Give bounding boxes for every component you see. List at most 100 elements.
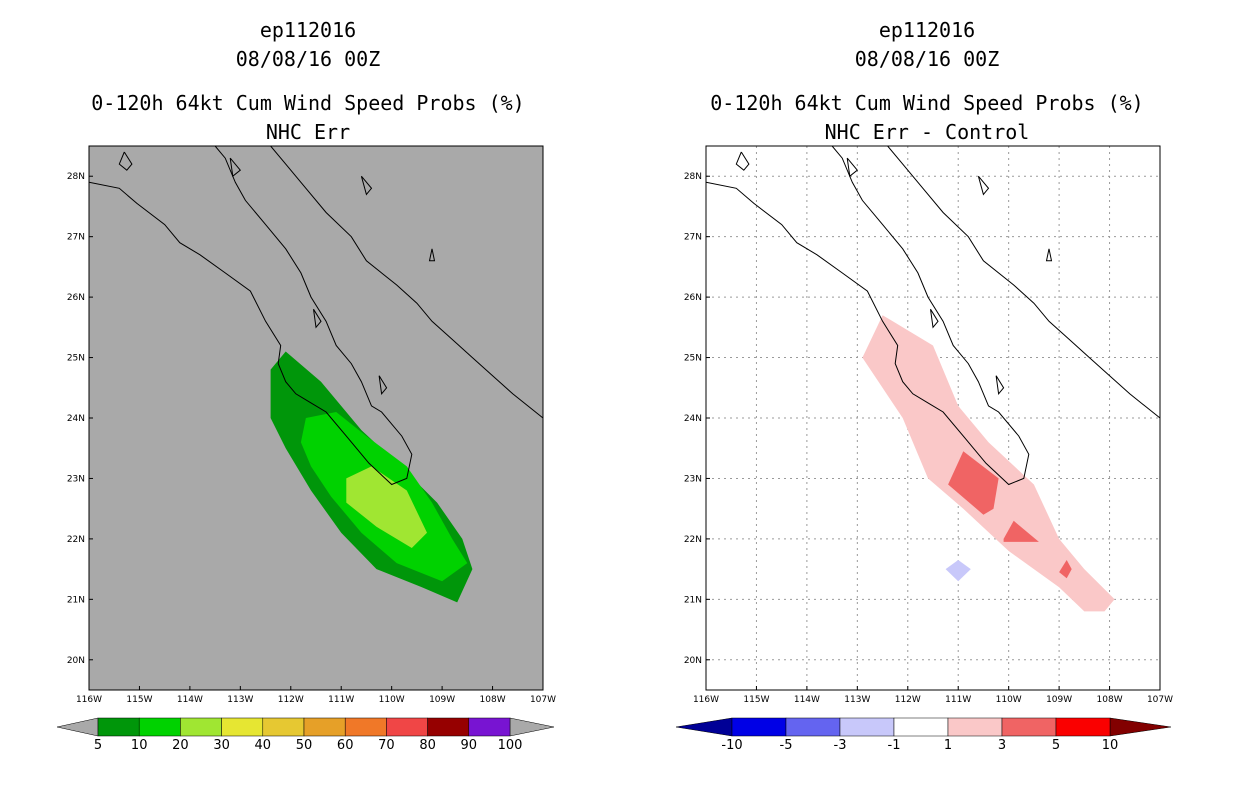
region-3-5-c- xyxy=(1059,560,1072,579)
colorbar-label: 5 xyxy=(1052,738,1060,753)
coastline-mainland xyxy=(270,146,543,419)
datetime-title: 08/08/16 00Z xyxy=(236,47,381,71)
y-tick-label: 21N xyxy=(684,595,702,605)
storm-id-title: ep112016 xyxy=(879,18,975,42)
colorbar-segment xyxy=(839,717,895,737)
colorbar-label: 70 xyxy=(378,738,395,753)
x-tick-label: 107W xyxy=(530,695,556,705)
colorbar-segment xyxy=(1055,717,1111,737)
colorbar-label: 30 xyxy=(213,738,230,753)
x-tick-label: 114W xyxy=(794,695,820,705)
x-tick-label: 112W xyxy=(895,695,921,705)
colorbar-segment xyxy=(386,717,428,737)
x-tick-label: 108W xyxy=(480,695,506,705)
colorbar-segment xyxy=(427,717,470,737)
x-tick-label: 112W xyxy=(278,695,304,705)
coastline-baja xyxy=(706,146,1030,486)
left-panel: ep112016 08/08/16 00Z 0-120h 64kt Cum Wi… xyxy=(56,18,556,753)
x-tick-label: 113W xyxy=(227,695,253,705)
x-tick-label: 116W xyxy=(693,695,719,705)
y-tick-label: 28N xyxy=(67,172,85,182)
y-tick-label: 20N xyxy=(684,656,702,666)
colorbar-segment xyxy=(262,717,305,737)
y-tick-label: 25N xyxy=(67,354,85,364)
colorbar-right-arrow xyxy=(1109,717,1172,737)
y-tick-label: 21N xyxy=(67,595,85,605)
y-tick-label: 28N xyxy=(684,172,702,182)
region-3-5-b- xyxy=(1003,520,1039,542)
island xyxy=(977,175,990,196)
y-tick-label: 23N xyxy=(684,474,702,484)
island xyxy=(428,248,436,262)
island xyxy=(735,151,750,171)
region-1-3- xyxy=(862,315,1115,612)
left-colorbar: 5 10 20 30 40 50 60 70 80 90 100 xyxy=(56,717,555,753)
y-tick-label: 24N xyxy=(67,414,85,424)
colorbar-right-arrow xyxy=(509,717,555,737)
colorbar-label: -1 xyxy=(888,738,901,753)
y-tick-label: 27N xyxy=(684,233,702,243)
island xyxy=(229,157,242,178)
colorbar-segment xyxy=(180,717,222,737)
x-tick-label: 109W xyxy=(429,695,455,705)
island xyxy=(378,375,388,395)
x-tick-label: 111W xyxy=(328,695,354,705)
colorbar-label: 20 xyxy=(172,738,189,753)
colorbar-label: 50 xyxy=(296,738,313,753)
chart-title: 0-120h 64kt Cum Wind Speed Probs (%) xyxy=(710,91,1143,115)
colorbar-segment xyxy=(947,717,1003,737)
y-tick-label: 22N xyxy=(684,535,702,545)
plot-area xyxy=(706,146,1160,690)
y-tick-label: 26N xyxy=(684,293,702,303)
x-tick-label: 110W xyxy=(379,695,405,705)
chart-title: 0-120h 64kt Cum Wind Speed Probs (%) xyxy=(91,91,524,115)
x-tick-label: 111W xyxy=(945,695,971,705)
colorbar-label: 3 xyxy=(998,738,1006,753)
colorbar-label: 80 xyxy=(419,738,436,753)
region-3-5-a- xyxy=(948,451,999,515)
colorbar-segment xyxy=(344,717,387,737)
colorbar-label: 40 xyxy=(255,738,272,753)
island xyxy=(846,157,859,178)
y-tick-label: 24N xyxy=(684,414,702,424)
x-tick-label: 108W xyxy=(1097,695,1123,705)
left-map: 116W 115W 114W 113W 112W 111W 110W 109W 108W 107W… xyxy=(67,145,556,705)
x-tick-label: 107W xyxy=(1147,695,1173,705)
island xyxy=(313,308,322,329)
y-tick-label: 26N xyxy=(67,293,85,303)
storm-id-title: ep112016 xyxy=(260,18,356,42)
chart-subtitle: NHC Err xyxy=(266,120,350,144)
coastline-mainland xyxy=(887,146,1160,419)
y-tick-label: 22N xyxy=(67,535,85,545)
x-tick-label: 109W xyxy=(1046,695,1072,705)
right-colorbar: -10 -5 -3 -1 1 3 5 10 xyxy=(675,717,1172,753)
y-tick-label: 23N xyxy=(67,474,85,484)
colorbar-label: 60 xyxy=(337,738,354,753)
y-tick-label: 25N xyxy=(684,354,702,364)
coastline-baja xyxy=(89,146,413,486)
colorbar-segment xyxy=(221,717,264,737)
right-panel: ep112016 08/08/16 00Z 0-120h 64kt Cum Wi… xyxy=(675,18,1173,753)
colorbar-label: -5 xyxy=(780,738,793,753)
colorbar-segment xyxy=(468,717,511,737)
datetime-title: 08/08/16 00Z xyxy=(855,47,1000,71)
colorbar-label: 10 xyxy=(131,738,148,753)
x-tick-label: 113W xyxy=(844,695,870,705)
island xyxy=(1045,248,1053,262)
region--3-to-1- xyxy=(945,560,971,582)
region-20-30- xyxy=(346,466,427,548)
island xyxy=(930,308,939,329)
x-tick-label: 115W xyxy=(743,695,769,705)
colorbar-left-arrow xyxy=(56,717,99,737)
colorbar-segment xyxy=(785,717,841,737)
colorbar-segment xyxy=(97,717,140,737)
colorbar-segment xyxy=(893,717,949,737)
colorbar-segment xyxy=(731,717,787,737)
colorbar-label: 5 xyxy=(94,738,102,753)
colorbar-label: -10 xyxy=(721,738,742,753)
colorbar-segment xyxy=(138,717,181,737)
colorbar-label: 1 xyxy=(944,738,952,753)
colorbar-segment xyxy=(303,717,346,737)
x-tick-label: 115W xyxy=(126,695,152,705)
